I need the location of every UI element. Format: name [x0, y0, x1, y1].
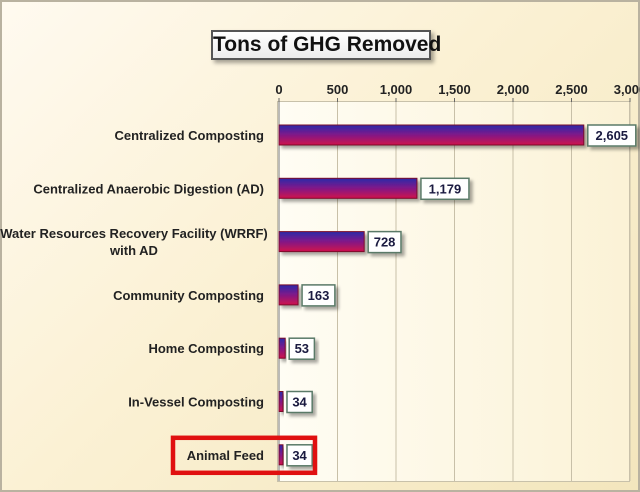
category-label: In-Vessel Composting [128, 395, 264, 410]
data-label-box [286, 444, 313, 467]
x-tick-label: 0 [275, 82, 282, 97]
data-label: 53 [295, 341, 309, 356]
data-label: 163 [308, 288, 330, 303]
data-label: 34 [292, 395, 307, 410]
category-label: Community Composting [113, 288, 264, 303]
x-tick-label: 2,500 [555, 82, 588, 97]
bar [278, 124, 585, 146]
data-label: 34 [292, 448, 307, 463]
bar [278, 284, 299, 306]
bar [278, 231, 365, 253]
data-label-box [301, 284, 336, 307]
category-label: Animal Feed [187, 448, 264, 463]
data-label-box [420, 177, 470, 201]
bar [278, 391, 284, 412]
data-label-box [286, 390, 313, 414]
chart-title: Tons of GHG Removed [211, 30, 441, 60]
data-label-box [288, 337, 316, 360]
data-label-box [587, 124, 637, 147]
data-label: 2,605 [596, 128, 629, 143]
data-label-box [367, 230, 402, 254]
x-tick-label: 500 [327, 82, 349, 97]
x-tick-label: 2,000 [497, 82, 530, 97]
category-label: Centralized Composting [114, 128, 264, 143]
category-label: Home Composting [148, 341, 264, 356]
bar [278, 444, 284, 466]
bar [278, 177, 418, 199]
x-tick-label: 1,500 [438, 82, 471, 97]
x-tick-label: 1,000 [380, 82, 413, 97]
data-label: 728 [374, 235, 396, 250]
bar [278, 337, 286, 359]
category-label: Centralized Anaerobic Digestion (AD) [33, 181, 264, 196]
x-tick-label: 3,000 [614, 82, 640, 97]
category-label: Water Resources Recovery Facility (WRRF)… [0, 226, 268, 258]
highlight-box [170, 435, 318, 476]
data-label: 1,179 [429, 181, 462, 196]
